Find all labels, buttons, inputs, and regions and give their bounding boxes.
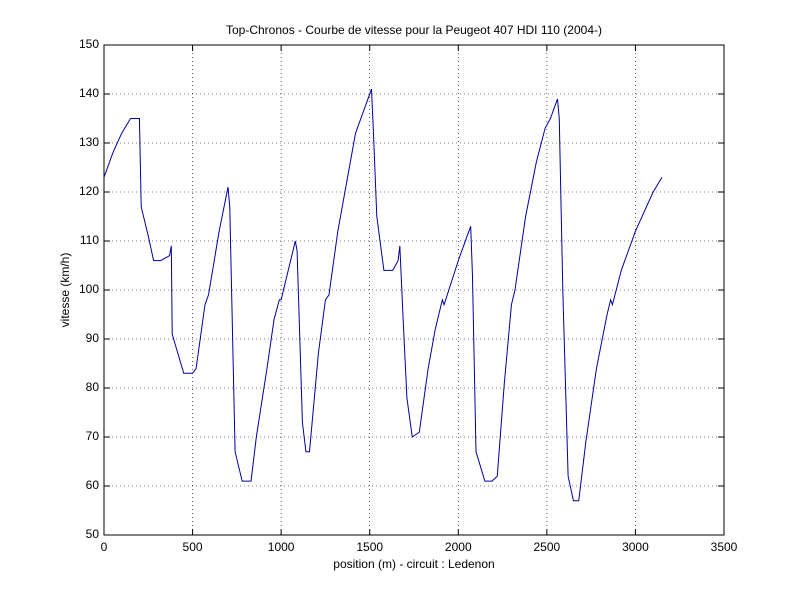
y-tick-label: 130 [79, 135, 99, 149]
y-tick-label: 70 [86, 429, 100, 443]
y-tick-label: 60 [86, 478, 100, 492]
x-tick-label: 500 [183, 540, 203, 554]
x-tick-label: 3500 [711, 540, 738, 554]
y-axis-label: vitesse (km/h) [58, 253, 72, 328]
y-tick-label: 140 [79, 86, 99, 100]
x-tick-label: 2500 [534, 540, 561, 554]
y-tick-label: 50 [86, 527, 100, 541]
y-tick-label: 90 [86, 331, 100, 345]
chart-title: Top-Chronos - Courbe de vitesse pour la … [226, 23, 602, 37]
x-tick-label: 0 [101, 540, 108, 554]
x-tick-label: 1500 [356, 540, 383, 554]
x-tick-label: 2000 [445, 540, 472, 554]
x-tick-label: 1000 [268, 540, 295, 554]
y-tick-label: 110 [80, 233, 99, 247]
y-tick-label: 150 [79, 37, 99, 51]
y-tick-label: 120 [79, 184, 99, 198]
y-tick-label: 80 [86, 380, 100, 394]
x-tick-label: 3000 [622, 540, 649, 554]
y-tick-label: 100 [79, 282, 99, 296]
x-axis-label: position (m) - circuit : Ledenon [333, 557, 494, 571]
speed-line [103, 88, 663, 502]
